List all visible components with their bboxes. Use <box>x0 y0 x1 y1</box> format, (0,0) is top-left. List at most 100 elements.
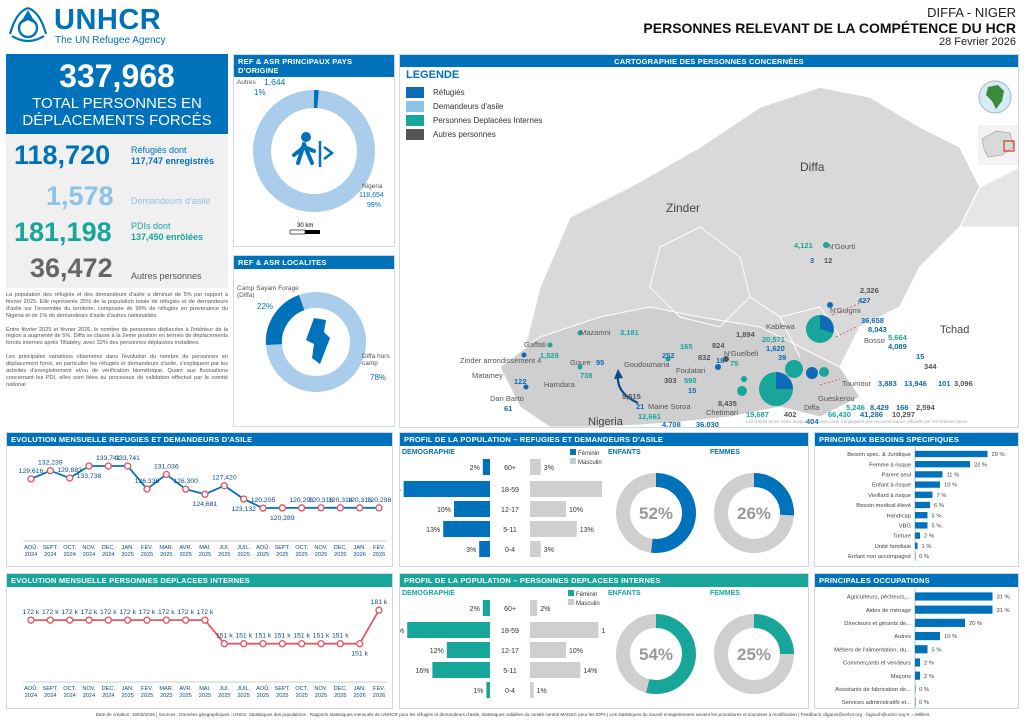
bar <box>915 645 928 654</box>
x-tick-label: NOV. 2024 <box>82 545 96 558</box>
bar-category: Agriculteurs, pêcheurs,... <box>847 595 912 601</box>
legend-title: LEGENDE <box>406 69 460 81</box>
region-nigeria: Nigeria <box>588 416 624 428</box>
x-tick-label: JAN. 2026 <box>353 545 366 558</box>
kablewa-d: 39 <box>778 353 786 362</box>
place-foulatari: Foulatari <box>676 366 706 375</box>
label-female: 2% <box>470 606 480 613</box>
data-point <box>85 616 93 624</box>
x-tick-label: MAI. 2025 <box>199 686 211 699</box>
refugees-text: Réfugiés dont 117,747 enregistrés <box>131 145 214 167</box>
bar <box>915 481 940 488</box>
donut-label: 52% <box>639 504 673 523</box>
x-tick-label: MAR. 2025 <box>159 686 173 699</box>
total-box: 337,968 TOTAL PERSONNES EN DÉPLACEMENTS … <box>6 54 228 134</box>
bar <box>915 684 916 693</box>
toumour-a: 3,883 <box>878 379 897 388</box>
bar <box>915 501 930 509</box>
data-point <box>27 616 35 624</box>
pyramid-ref: 60+2%3%18-5924%20%12-1710%10%5-1113%13%0… <box>400 459 602 557</box>
bar <box>915 522 928 529</box>
bar <box>915 491 933 498</box>
place-hamdara: Hamdara <box>544 380 576 389</box>
profile-idp-demo: DEMOGRAPHIE <box>402 590 455 597</box>
local-title: REF & ASR LOCALITES <box>234 256 394 269</box>
nguigmi-ref: 427 <box>858 296 871 305</box>
x-tick-label: AOÛ. 2025 <box>256 544 270 558</box>
idp-label: PDIs dont <box>131 221 171 231</box>
bar-female <box>454 501 490 517</box>
data-label: 151 k <box>293 633 310 640</box>
bar <box>915 450 988 458</box>
bar-male <box>530 521 577 537</box>
bar-female <box>403 481 490 497</box>
bar-value: 1 % <box>922 544 932 550</box>
bar <box>915 532 920 539</box>
narrative-p1: La population des réfugiés et des demand… <box>6 292 228 319</box>
place-goure: Goure <box>570 358 591 367</box>
report-date: 28 Fevrier 2026 <box>938 36 1016 48</box>
x-tick-label: SEPT. 2025 <box>275 686 291 699</box>
local-donut <box>265 292 366 392</box>
origin-others-pct: 1% <box>254 88 266 97</box>
data-label: 151 k <box>313 633 330 640</box>
bar-value: 22 % <box>974 462 987 468</box>
data-label: 129,883 <box>57 467 82 474</box>
profile-ref-femmes: FEMMES <box>710 449 740 456</box>
kpi-panel <box>6 134 228 288</box>
data-label: 120,316 <box>309 497 334 504</box>
donut-label: 26% <box>737 504 771 523</box>
data-point <box>27 475 35 483</box>
bar-category: Besoin spec. & Juridique <box>847 452 911 458</box>
bar-female <box>482 600 490 616</box>
x-tick-label: JUI. 2025 <box>218 545 230 558</box>
bar-male <box>530 501 566 517</box>
bubble-toumour <box>806 367 818 379</box>
data-point <box>317 639 325 648</box>
bosso-idp: 5,664 <box>888 333 908 342</box>
age-label: 5-11 <box>503 668 517 675</box>
ngourti-ref: 3 <box>810 256 814 265</box>
place-mazamni: Mazamni <box>580 328 611 337</box>
globe-icon <box>978 80 1012 114</box>
label-male: 1% <box>537 688 547 695</box>
x-tick-label: SEPT. 2024 <box>43 545 59 558</box>
age-label: 18-59 <box>501 628 519 635</box>
data-label: 120,205 <box>251 497 276 504</box>
bar-value: 10 % <box>944 483 957 489</box>
place-nguigmi: N'Guigmi <box>830 306 861 315</box>
bosso-y: 15 <box>916 352 924 361</box>
data-label: 120,291 <box>289 497 314 504</box>
data-point <box>317 504 325 512</box>
diffa-d: 41,286 <box>860 410 883 419</box>
goure-b: 738 <box>580 371 593 380</box>
cheti-b: 404 <box>806 417 819 426</box>
x-tick-label: NOV. 2024 <box>82 686 96 699</box>
place-zinder4: Zinder arrondissement 4 <box>460 356 541 365</box>
x-tick-label: NOV. 2025 <box>314 686 328 699</box>
label-female: 1% <box>473 688 483 695</box>
legend-label: Demandeurs d'asile <box>433 101 504 111</box>
donut-value-arc <box>650 473 696 553</box>
bar-category: Directeurs et gérants de... <box>844 621 911 627</box>
bar-male <box>530 481 602 497</box>
profile-ref-enfants: ENFANTS <box>608 449 641 456</box>
place-nguelbeli: N'Guelbeli <box>724 349 759 358</box>
place-diffa: Diffa <box>804 403 820 412</box>
donut-label: 25% <box>737 645 771 664</box>
data-label: 120,316 <box>347 497 372 504</box>
profile-ref-demo: DEMOGRAPHIE <box>402 449 455 456</box>
bar-category: Métiers de l'alimentation, du... <box>834 647 911 653</box>
local-camp-label: Camp Sayam Forage (Diffa) <box>237 285 299 299</box>
data-label: 132,239 <box>38 460 63 467</box>
profile-idp-femmes: FEMMES <box>710 590 740 597</box>
data-point <box>239 639 248 648</box>
donut-idp-enfants: 54% <box>616 614 696 694</box>
narrative-p3: Les principales variations observées dan… <box>6 354 228 388</box>
age-label: 18-59 <box>501 487 519 494</box>
maza-a: 3,181 <box>620 328 639 337</box>
evo-ref-title: EVOLUTION MENSUELLE REFUGIES ET DEMANDEU… <box>7 433 392 446</box>
label-female: 12% <box>430 648 444 655</box>
x-tick-label: OCT. 2024 <box>63 686 76 699</box>
